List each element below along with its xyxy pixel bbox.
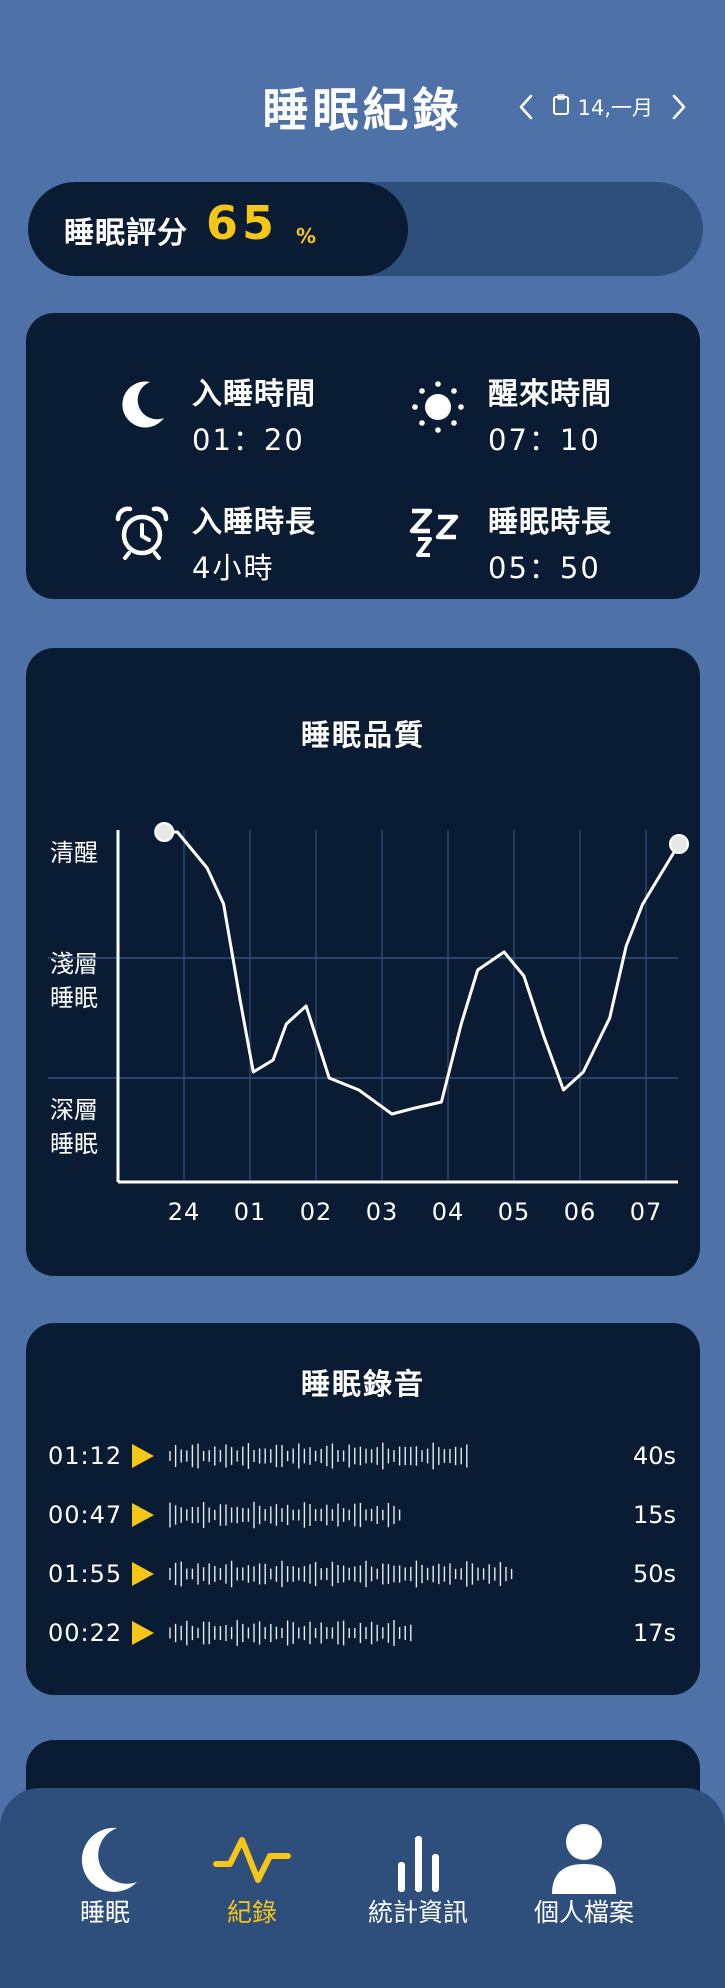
sleep-score-value: 65	[206, 196, 278, 250]
moon-icon	[112, 375, 172, 435]
sleep-time-label: 入睡時間	[192, 369, 316, 413]
recording-duration: 15s	[633, 1501, 676, 1529]
recording-row[interactable]: 01:55 50s	[26, 1554, 700, 1594]
sun-icon	[408, 375, 468, 435]
tab-statistics[interactable]: 統計資訊	[358, 1788, 478, 1949]
x-tick-label: 04	[432, 1198, 465, 1226]
date-navigator: 14,一月	[514, 90, 691, 124]
play-icon[interactable]	[129, 1619, 157, 1647]
tab-profile[interactable]: 個人檔案	[524, 1788, 644, 1949]
bar-chart-icon	[378, 1820, 458, 1900]
waveform[interactable]	[168, 1436, 638, 1476]
fall-asleep-duration-value: 4小時	[192, 545, 274, 587]
tab-sleep[interactable]: 睡眠	[55, 1788, 155, 1949]
tab-records[interactable]: 紀錄	[202, 1788, 302, 1949]
sleep-duration-value: 05：50	[488, 545, 601, 587]
recording-duration: 50s	[633, 1560, 676, 1588]
header: 睡眠紀錄 14,一月	[0, 0, 725, 210]
chevron-left-icon	[518, 93, 534, 121]
moon-icon	[65, 1820, 145, 1900]
pulse-icon	[212, 1820, 292, 1900]
tab-records-label: 紀錄	[202, 1893, 302, 1929]
x-tick-label: 24	[168, 1198, 201, 1226]
x-tick-label: 06	[564, 1198, 597, 1226]
fall-asleep-duration-label: 入睡時長	[192, 497, 316, 541]
wake-time-label: 醒來時間	[488, 369, 612, 413]
sleep-quality-card: 睡眠品質 清醒 淺層 睡眠 深層 睡眠 24 01 02 03 04 05 06 07	[26, 648, 700, 1276]
bottom-tab-bar: 睡眠 紀錄 統計資訊 個人檔案	[0, 1788, 725, 1988]
previous-day-button[interactable]	[514, 90, 538, 124]
recording-duration: 40s	[633, 1442, 676, 1470]
current-date: 14,一月	[578, 92, 653, 122]
recording-duration: 17s	[633, 1619, 676, 1647]
sleep-time-value: 01：20	[192, 417, 305, 459]
sleep-recordings-card: 睡眠錄音 01:12 40s 00:47 15s 01:55 50s 00:22 17s	[26, 1323, 700, 1695]
person-icon	[544, 1820, 624, 1900]
recording-row[interactable]: 00:22 17s	[26, 1613, 700, 1653]
waveform[interactable]	[168, 1554, 638, 1594]
play-icon[interactable]	[129, 1501, 157, 1529]
recording-time: 00:47	[48, 1501, 122, 1529]
tab-sleep-label: 睡眠	[55, 1893, 155, 1929]
tab-statistics-label: 統計資訊	[358, 1893, 478, 1929]
calendar-icon[interactable]	[552, 94, 570, 121]
sleep-score-bar: 睡眠評分 65 %	[28, 182, 703, 276]
sleep-quality-chart: 24 01 02 03 04 05 06 07	[26, 648, 700, 1276]
wake-time-value: 07：10	[488, 417, 601, 459]
play-icon[interactable]	[129, 1560, 157, 1588]
start-point	[155, 823, 173, 841]
x-tick-label: 01	[234, 1198, 267, 1226]
sleep-score-label: 睡眠評分	[64, 208, 188, 252]
x-tick-label: 05	[498, 1198, 531, 1226]
recording-time: 00:22	[48, 1619, 122, 1647]
tab-profile-label: 個人檔案	[524, 1893, 644, 1929]
sleep-duration-label: 睡眠時長	[488, 497, 612, 541]
alarm-clock-icon	[112, 503, 172, 563]
waveform[interactable]	[168, 1613, 638, 1653]
sleep-info-card: 入睡時間 01：20 醒來時間 07：10 入睡時長 4小時	[26, 313, 700, 599]
recording-time: 01:55	[48, 1560, 122, 1588]
waveform[interactable]	[168, 1495, 638, 1535]
end-point	[670, 835, 688, 853]
chevron-right-icon	[671, 93, 687, 121]
zzz-icon	[408, 503, 468, 563]
play-icon[interactable]	[129, 1442, 157, 1470]
sleep-score-unit: %	[296, 224, 316, 248]
x-tick-label: 03	[366, 1198, 399, 1226]
sleep-quality-line	[164, 832, 679, 1114]
recording-row[interactable]: 01:12 40s	[26, 1436, 700, 1476]
x-tick-label: 07	[630, 1198, 663, 1226]
next-day-button[interactable]	[667, 90, 691, 124]
recording-row[interactable]: 00:47 15s	[26, 1495, 700, 1535]
recordings-title: 睡眠錄音	[26, 1361, 700, 1403]
recording-time: 01:12	[48, 1442, 122, 1470]
x-tick-label: 02	[300, 1198, 333, 1226]
